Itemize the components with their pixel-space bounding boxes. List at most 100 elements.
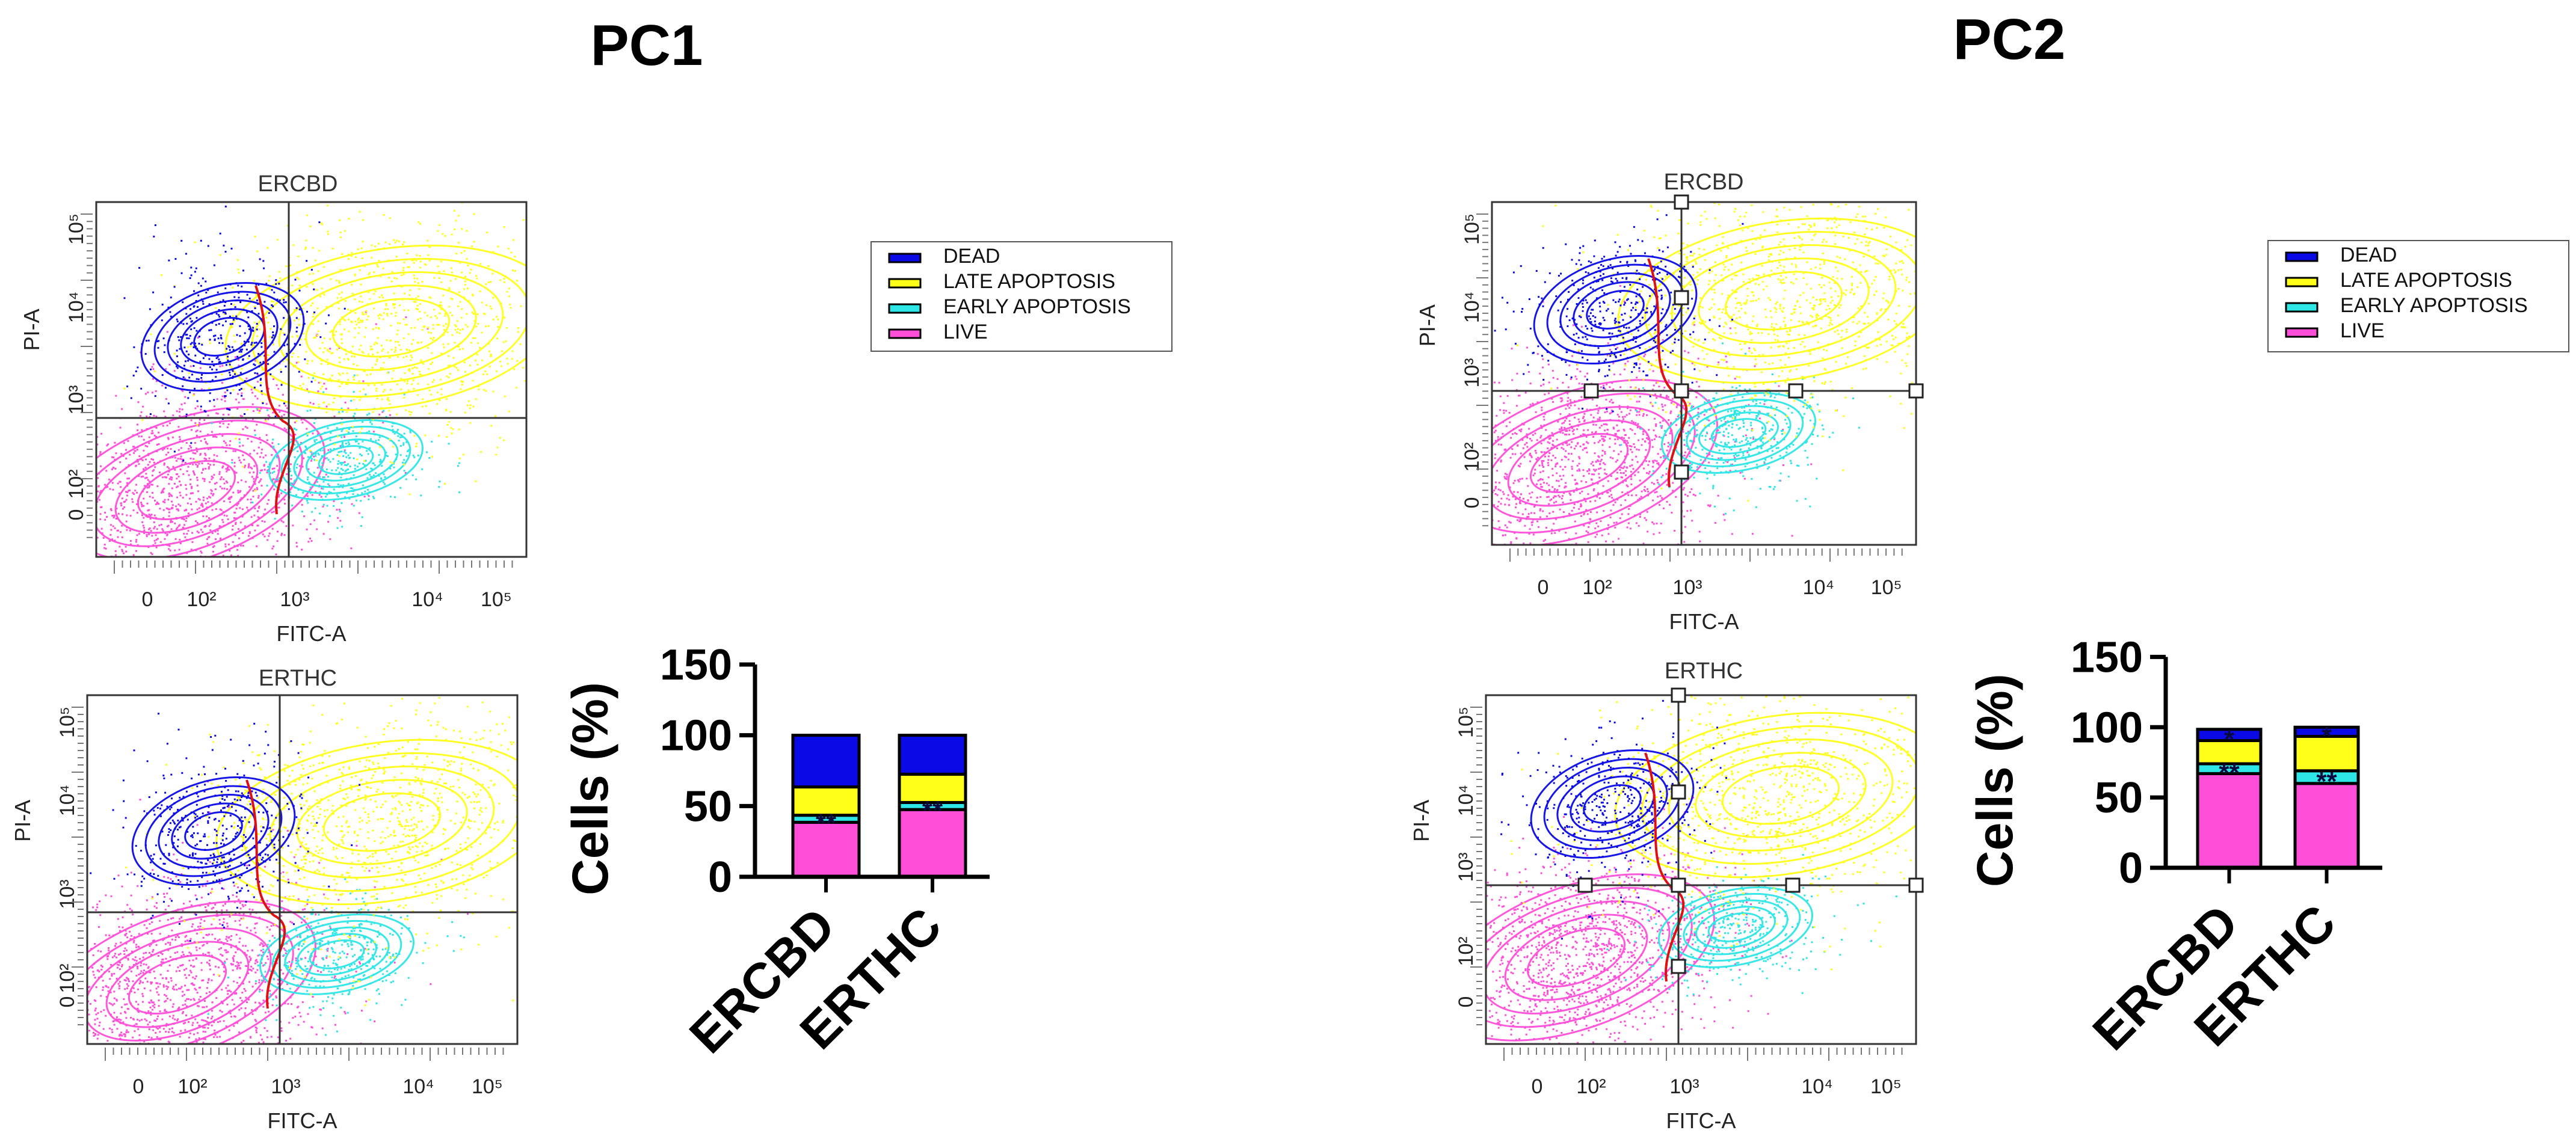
flow-event-dot xyxy=(377,315,380,317)
flow-event-dot xyxy=(318,862,321,864)
flow-event-dot xyxy=(184,974,186,976)
flow-event-dot xyxy=(368,870,371,872)
flow-event-dot xyxy=(179,468,182,471)
flow-event-dot xyxy=(247,466,250,468)
flow-event-dot xyxy=(112,1021,114,1022)
flow-event-dot xyxy=(286,942,288,945)
flow-event-dot xyxy=(184,1003,186,1005)
flow-event-dot xyxy=(176,526,179,529)
flow-event-dot xyxy=(472,293,474,296)
flow-event-dot xyxy=(197,1005,199,1007)
flow-event-dot xyxy=(226,1077,228,1079)
flow-event-dot xyxy=(180,404,183,405)
flow-event-dot xyxy=(417,308,419,310)
flow-event-dot xyxy=(97,1012,99,1015)
flow-event-dot xyxy=(148,528,150,530)
flow-event-dot xyxy=(152,869,154,871)
flow-event-dot xyxy=(431,361,434,364)
flow-event-dot xyxy=(171,1017,174,1019)
flow-event-dot xyxy=(323,382,325,385)
flow-event-dot xyxy=(259,471,261,474)
flow-event-dot xyxy=(109,1027,111,1030)
flow-event-dot xyxy=(253,342,256,344)
flow-event-dot xyxy=(258,981,260,984)
flow-event-dot xyxy=(204,1038,206,1040)
flow-event-dot xyxy=(190,965,192,967)
flow-event-dot xyxy=(340,407,343,410)
flow-event-dot xyxy=(62,462,64,464)
flow-event-dot xyxy=(250,913,251,915)
flow-event-dot xyxy=(238,565,240,567)
flow-event-dot xyxy=(115,518,117,520)
flow-event-dot xyxy=(306,968,309,970)
flow-event-dot xyxy=(165,476,167,479)
flow-event-dot xyxy=(193,394,195,396)
flow-event-dot xyxy=(211,1010,214,1012)
flow-event-dot xyxy=(199,1025,201,1027)
flow-event-dot xyxy=(118,493,120,495)
flow-event-dot xyxy=(385,452,387,454)
flow-event-dot xyxy=(388,399,390,402)
flow-event-dot xyxy=(65,565,67,566)
flow-event-dot xyxy=(164,677,166,678)
flow-event-dot xyxy=(319,347,321,349)
flow-event-dot xyxy=(226,348,228,350)
flow-event-dot xyxy=(171,495,173,497)
flow-event-dot xyxy=(3,1075,5,1077)
flow-event-dot xyxy=(257,1042,260,1044)
flow-event-dot xyxy=(232,957,234,959)
flow-event-dot xyxy=(196,521,199,524)
flow-event-dot xyxy=(279,411,281,413)
flow-event-dot xyxy=(466,230,468,232)
flow-event-dot xyxy=(471,311,473,313)
flow-event-dot xyxy=(273,446,274,448)
flow-event-dot xyxy=(197,337,199,339)
flow-event-dot xyxy=(494,415,496,417)
flow-event-dot xyxy=(370,476,372,478)
flow-event-dot xyxy=(115,942,117,945)
flow-event-dot xyxy=(311,494,313,496)
flow-event-dot xyxy=(259,258,261,260)
flow-event-dot xyxy=(168,1028,171,1030)
flow-event-dot xyxy=(225,388,227,390)
flow-event-dot xyxy=(219,425,221,428)
flow-event-dot xyxy=(196,476,198,479)
flow-event-dot xyxy=(180,964,183,966)
flow-event-dot xyxy=(37,1002,39,1004)
flow-event-dot xyxy=(180,336,182,338)
flow-event-dot xyxy=(277,1036,279,1039)
flow-event-dot xyxy=(202,515,205,517)
flow-event-dot xyxy=(211,923,213,926)
flow-event-dot xyxy=(368,948,370,950)
flow-event-dot xyxy=(187,465,190,468)
flow-event-dot xyxy=(133,936,135,938)
flow-event-dot xyxy=(205,992,208,995)
flow-event-dot xyxy=(75,569,76,571)
flow-event-dot xyxy=(129,1072,131,1074)
flow-event-dot xyxy=(91,512,93,514)
flow-event-dot xyxy=(340,502,343,505)
flow-event-dot xyxy=(75,538,76,540)
flow-event-dot xyxy=(365,393,367,396)
flow-event-dot xyxy=(342,372,344,375)
flow-event-dot xyxy=(248,532,251,534)
flow-event-dot xyxy=(160,961,162,963)
flow-event-dot xyxy=(165,999,167,1002)
flow-event-dot xyxy=(229,444,231,446)
flow-event-dot xyxy=(369,421,372,423)
flow-event-dot xyxy=(408,449,410,451)
flow-event-dot xyxy=(209,400,211,402)
flow-event-dot xyxy=(421,281,424,283)
flow-event-dot xyxy=(149,923,151,925)
flow-event-dot xyxy=(419,266,422,269)
flow-event-dot xyxy=(161,588,163,590)
flow-event-dot xyxy=(88,1030,90,1032)
flow-event-dot xyxy=(231,462,233,464)
flow-event-dot xyxy=(222,422,224,425)
flow-event-dot xyxy=(329,348,331,350)
flow-event-dot xyxy=(201,373,203,376)
flow-event-dot xyxy=(457,242,460,244)
flow-event-dot xyxy=(351,255,353,257)
flow-event-dot xyxy=(236,981,238,984)
flow-event-dot xyxy=(351,293,354,295)
